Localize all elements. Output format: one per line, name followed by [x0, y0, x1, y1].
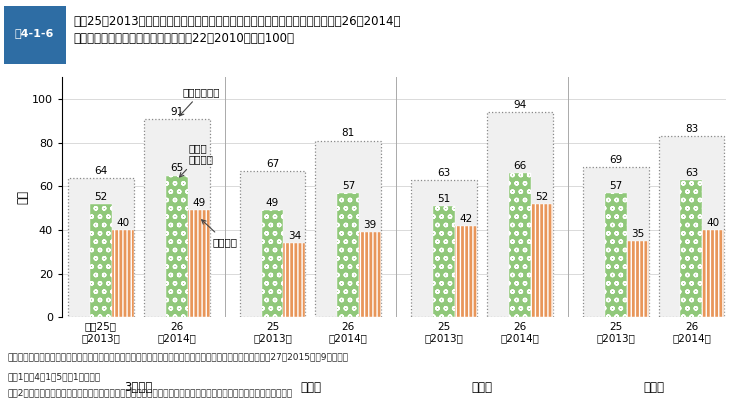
Bar — [90, 204, 112, 317]
Text: 3県平均: 3県平均 — [125, 381, 153, 394]
Text: 94: 94 — [513, 100, 526, 110]
Text: 52: 52 — [535, 192, 548, 202]
Text: 39: 39 — [364, 220, 377, 230]
Bar — [188, 210, 210, 317]
Bar — [583, 167, 648, 317]
Bar — [337, 193, 359, 317]
Text: 65: 65 — [170, 163, 183, 173]
Bar — [455, 226, 477, 317]
Bar — [433, 206, 455, 317]
Text: 69: 69 — [609, 155, 622, 165]
Text: 経営耕地面積: 経営耕地面積 — [180, 87, 220, 116]
Bar — [487, 112, 553, 317]
Text: 91: 91 — [170, 107, 183, 117]
Text: 63: 63 — [437, 168, 450, 178]
Text: 51: 51 — [437, 194, 450, 204]
Text: 52: 52 — [94, 192, 107, 202]
Bar — [112, 230, 134, 317]
Text: 平成25（2013）年までの販売収入が震災前の水準に達しなかった経営体の平成26（2014）
年の農業所得等の水準（県別）（平成22（2010）年＝100）: 平成25（2013）年までの販売収入が震災前の水準に達しなかった経営体の平成26… — [73, 15, 401, 45]
Text: 2）農業所得は、農産物販売収入から農業にかかる現金支出を控除したものであり、補助金等の収入は含まない。: 2）農業所得は、農産物販売収入から農業にかかる現金支出を控除したものであり、補助… — [7, 389, 293, 398]
Text: 42: 42 — [459, 214, 472, 223]
Bar — [68, 178, 134, 317]
Text: 注：1）図4－1－5の注1）を参照: 注：1）図4－1－5の注1）を参照 — [7, 372, 101, 381]
Y-axis label: 指数: 指数 — [16, 190, 29, 204]
Text: 34: 34 — [288, 231, 301, 241]
Text: 63: 63 — [685, 168, 698, 178]
Bar — [531, 204, 553, 317]
Text: 40: 40 — [116, 218, 129, 228]
Text: 農業所得: 農業所得 — [201, 220, 238, 247]
Text: 67: 67 — [266, 159, 279, 169]
Text: 宮城県: 宮城県 — [472, 381, 493, 394]
Bar — [144, 119, 210, 317]
Bar — [359, 232, 381, 317]
Text: 35: 35 — [631, 229, 644, 239]
Text: 81: 81 — [342, 129, 355, 138]
Text: 図4-1-6: 図4-1-6 — [15, 28, 54, 38]
Bar — [604, 193, 626, 317]
Text: 49: 49 — [266, 198, 279, 208]
Text: 資料：農林水産省「東日本大震災による津波被災地域における農業・漁業経営体の経営状況について」（平成27（2015）年9月公表）: 資料：農林水産省「東日本大震災による津波被災地域における農業・漁業経営体の経営状… — [7, 352, 348, 361]
Bar — [658, 136, 724, 317]
Text: 57: 57 — [342, 181, 355, 191]
Bar — [283, 243, 305, 317]
Bar — [315, 141, 381, 317]
Bar — [680, 180, 702, 317]
Bar — [239, 171, 305, 317]
Text: 66: 66 — [513, 161, 526, 171]
Bar — [261, 210, 283, 317]
Bar — [411, 180, 477, 317]
Bar — [166, 175, 188, 317]
Text: 福島県: 福島県 — [643, 381, 664, 394]
Text: 岩手県: 岩手県 — [300, 381, 321, 394]
FancyBboxPatch shape — [4, 6, 66, 63]
Text: 57: 57 — [609, 181, 622, 191]
Text: 40: 40 — [707, 218, 720, 228]
Text: 83: 83 — [685, 124, 698, 134]
Bar — [702, 230, 724, 317]
Text: 64: 64 — [94, 166, 107, 175]
Bar — [626, 241, 648, 317]
Text: 49: 49 — [192, 198, 205, 208]
Bar — [509, 173, 531, 317]
Text: 農産物
販売収入: 農産物 販売収入 — [180, 143, 214, 177]
